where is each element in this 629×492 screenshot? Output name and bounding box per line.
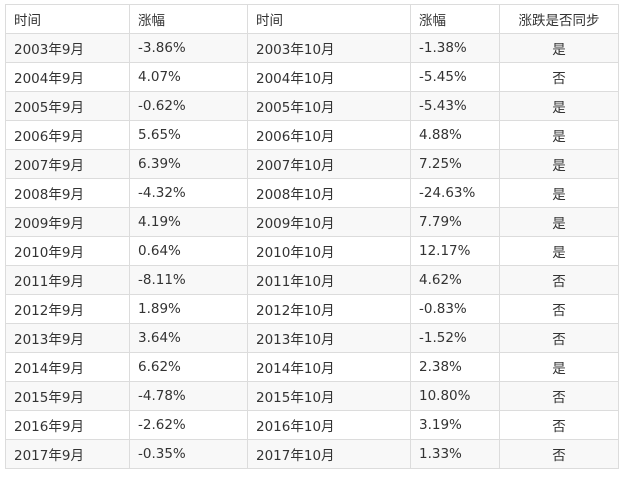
cell-change-oct: 10.80% — [410, 381, 500, 411]
table-row: 2012年9月 1.89% 2012年10月 -0.83% 否 — [5, 294, 619, 324]
header-time-sep: 时间 — [5, 4, 130, 34]
cell-time-oct: 2016年10月 — [247, 410, 411, 440]
cell-time-oct: 2005年10月 — [247, 91, 411, 121]
cell-time-sep: 2009年9月 — [5, 207, 130, 237]
cell-time-sep: 2013年9月 — [5, 323, 130, 353]
cell-sync: 否 — [499, 381, 619, 411]
cell-change-oct: 1.33% — [410, 439, 500, 469]
cell-time-sep: 2017年9月 — [5, 439, 130, 469]
cell-sync: 否 — [499, 323, 619, 353]
cell-change-oct: -1.38% — [410, 33, 500, 63]
cell-time-sep: 2016年9月 — [5, 410, 130, 440]
cell-change-oct: -5.43% — [410, 91, 500, 121]
cell-time-oct: 2014年10月 — [247, 352, 411, 382]
table-row: 2014年9月 6.62% 2014年10月 2.38% 是 — [5, 352, 619, 382]
cell-time-oct: 2015年10月 — [247, 381, 411, 411]
cell-change-oct: -1.52% — [410, 323, 500, 353]
cell-change-oct: 12.17% — [410, 236, 500, 266]
cell-change-sep: 6.62% — [129, 352, 248, 382]
cell-time-oct: 2012年10月 — [247, 294, 411, 324]
table-row: 2009年9月 4.19% 2009年10月 7.79% 是 — [5, 207, 619, 237]
cell-time-sep: 2006年9月 — [5, 120, 130, 150]
table-header: 时间 涨幅 时间 涨幅 涨跌是否同步 — [5, 4, 619, 34]
table-row: 2011年9月 -8.11% 2011年10月 4.62% 否 — [5, 265, 619, 295]
cell-time-oct: 2004年10月 — [247, 62, 411, 92]
cell-time-oct: 2008年10月 — [247, 178, 411, 208]
cell-sync: 是 — [499, 33, 619, 63]
cell-change-sep: 1.89% — [129, 294, 248, 324]
cell-change-sep: -0.35% — [129, 439, 248, 469]
cell-change-sep: -2.62% — [129, 410, 248, 440]
cell-sync: 是 — [499, 120, 619, 150]
header-sync: 涨跌是否同步 — [499, 4, 619, 34]
cell-time-sep: 2007年9月 — [5, 149, 130, 179]
cell-change-oct: 4.88% — [410, 120, 500, 150]
cell-time-sep: 2003年9月 — [5, 33, 130, 63]
table-row: 2013年9月 3.64% 2013年10月 -1.52% 否 — [5, 323, 619, 353]
table-row: 2003年9月 -3.86% 2003年10月 -1.38% 是 — [5, 33, 619, 63]
cell-time-sep: 2015年9月 — [5, 381, 130, 411]
cell-change-sep: 6.39% — [129, 149, 248, 179]
cell-change-sep: -4.32% — [129, 178, 248, 208]
cell-change-oct: 7.25% — [410, 149, 500, 179]
table-row: 2017年9月 -0.35% 2017年10月 1.33% 否 — [5, 439, 619, 469]
cell-sync: 否 — [499, 439, 619, 469]
table-row: 2004年9月 4.07% 2004年10月 -5.45% 否 — [5, 62, 619, 92]
cell-sync: 是 — [499, 236, 619, 266]
cell-change-oct: 3.19% — [410, 410, 500, 440]
cell-change-sep: -3.86% — [129, 33, 248, 63]
cell-time-sep: 2010年9月 — [5, 236, 130, 266]
cell-time-oct: 2013年10月 — [247, 323, 411, 353]
cell-sync: 是 — [499, 178, 619, 208]
table-row: 2010年9月 0.64% 2010年10月 12.17% 是 — [5, 236, 619, 266]
cell-sync: 是 — [499, 149, 619, 179]
cell-sync: 是 — [499, 207, 619, 237]
cell-time-sep: 2005年9月 — [5, 91, 130, 121]
cell-change-sep: -4.78% — [129, 381, 248, 411]
cell-change-sep: 4.19% — [129, 207, 248, 237]
table-row: 2006年9月 5.65% 2006年10月 4.88% 是 — [5, 120, 619, 150]
table-body: 2003年9月 -3.86% 2003年10月 -1.38% 是 2004年9月 4.07%… — [5, 33, 619, 469]
cell-time-sep: 2004年9月 — [5, 62, 130, 92]
header-change-sep: 涨幅 — [129, 4, 248, 34]
cell-change-sep: -8.11% — [129, 265, 248, 295]
cell-change-oct: -5.45% — [410, 62, 500, 92]
data-table: 时间 涨幅 时间 涨幅 涨跌是否同步 2003年9月 -3.86% 2003年10月… — [5, 4, 619, 469]
cell-change-sep: -0.62% — [129, 91, 248, 121]
header-change-oct: 涨幅 — [410, 4, 500, 34]
table-row: 2005年9月 -0.62% 2005年10月 -5.43% 是 — [5, 91, 619, 121]
cell-time-oct: 2007年10月 — [247, 149, 411, 179]
cell-change-oct: -0.83% — [410, 294, 500, 324]
table-row: 2015年9月 -4.78% 2015年10月 10.80% 否 — [5, 381, 619, 411]
cell-change-sep: 5.65% — [129, 120, 248, 150]
cell-change-oct: 2.38% — [410, 352, 500, 382]
cell-sync: 否 — [499, 410, 619, 440]
cell-time-oct: 2011年10月 — [247, 265, 411, 295]
cell-change-oct: 7.79% — [410, 207, 500, 237]
cell-sync: 是 — [499, 91, 619, 121]
cell-sync: 是 — [499, 352, 619, 382]
cell-sync: 否 — [499, 294, 619, 324]
cell-change-oct: 4.62% — [410, 265, 500, 295]
cell-time-sep: 2014年9月 — [5, 352, 130, 382]
table-row: 2007年9月 6.39% 2007年10月 7.25% 是 — [5, 149, 619, 179]
cell-time-sep: 2011年9月 — [5, 265, 130, 295]
cell-change-oct: -24.63% — [410, 178, 500, 208]
cell-time-oct: 2006年10月 — [247, 120, 411, 150]
cell-sync: 否 — [499, 265, 619, 295]
table-row: 2016年9月 -2.62% 2016年10月 3.19% 否 — [5, 410, 619, 440]
header-row: 时间 涨幅 时间 涨幅 涨跌是否同步 — [5, 4, 619, 34]
header-time-oct: 时间 — [247, 4, 411, 34]
cell-change-sep: 3.64% — [129, 323, 248, 353]
cell-change-sep: 0.64% — [129, 236, 248, 266]
cell-time-oct: 2003年10月 — [247, 33, 411, 63]
cell-time-oct: 2009年10月 — [247, 207, 411, 237]
table-row: 2008年9月 -4.32% 2008年10月 -24.63% 是 — [5, 178, 619, 208]
cell-time-oct: 2010年10月 — [247, 236, 411, 266]
cell-time-sep: 2012年9月 — [5, 294, 130, 324]
cell-time-sep: 2008年9月 — [5, 178, 130, 208]
cell-sync: 否 — [499, 62, 619, 92]
cell-change-sep: 4.07% — [129, 62, 248, 92]
cell-time-oct: 2017年10月 — [247, 439, 411, 469]
